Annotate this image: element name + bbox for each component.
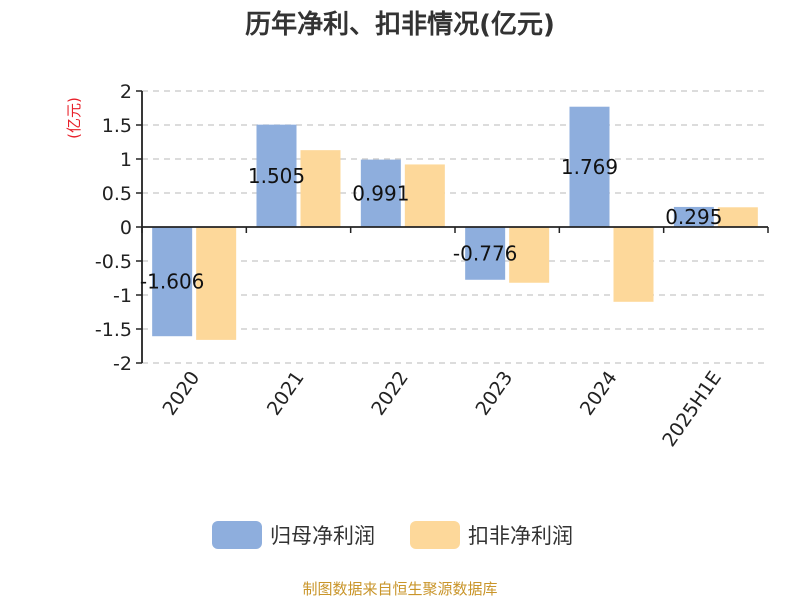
- y-tick-label: 1: [120, 149, 132, 171]
- bar-net-profit: [569, 106, 610, 227]
- y-tick-label: -2: [113, 353, 132, 375]
- data-label: 1.505: [248, 164, 305, 188]
- x-tick-label: 2024: [576, 367, 622, 419]
- x-tick-label: 2023: [472, 367, 518, 419]
- bar-net-profit: [465, 227, 506, 280]
- bar-net-profit: [152, 227, 193, 337]
- y-tick-label: 2: [120, 81, 132, 103]
- data-label: -1.606: [140, 270, 204, 294]
- bars: [152, 106, 758, 340]
- legend-label: 扣非净利润: [468, 524, 573, 548]
- bar-net-profit: [673, 206, 714, 227]
- y-axis-ticks: 2 1.5 1 0.5 0 -0.5 -1 -1.5 -2: [95, 81, 142, 375]
- data-label: 1.769: [561, 155, 618, 179]
- legend-swatch: [410, 521, 460, 549]
- bar-net-profit: [256, 124, 297, 227]
- y-tick-label: 0: [120, 217, 132, 239]
- data-label: -0.776: [453, 241, 517, 265]
- grid-lines: [142, 90, 768, 364]
- data-labels: -1.606 1.505 0.991 -0.776 1.769 0.295: [140, 155, 723, 294]
- bar-deducted-net-profit: [509, 227, 550, 283]
- x-tick-label: 2021: [263, 367, 309, 419]
- y-tick-label: -1.5: [95, 319, 132, 341]
- x-tick-label: 2022: [367, 367, 413, 419]
- data-label: 0.295: [665, 205, 722, 229]
- bar-deducted-net-profit: [717, 207, 758, 227]
- bar-net-profit: [360, 159, 401, 227]
- bar-deducted-net-profit: [613, 227, 654, 302]
- y-axis-unit-label: (亿元): [65, 97, 83, 139]
- y-tick-label: 1.5: [102, 115, 132, 137]
- source-note: 制图数据来自恒生聚源数据库: [302, 580, 497, 598]
- chart-title: 历年净利、扣非情况(亿元): [245, 9, 555, 40]
- legend: 归母净利润 扣非净利润: [212, 521, 573, 549]
- bar-deducted-net-profit: [404, 164, 445, 227]
- x-tick-label: 2025H1E: [658, 367, 726, 451]
- bar-deducted-net-profit: [196, 227, 237, 340]
- y-tick-label: -1: [113, 285, 132, 307]
- y-tick-label: 0.5: [102, 183, 132, 205]
- legend-label: 归母净利润: [270, 524, 375, 548]
- x-tick-label: 2020: [159, 367, 205, 419]
- legend-swatch: [212, 521, 262, 549]
- data-label: 0.991: [352, 181, 409, 205]
- bar-deducted-net-profit: [300, 150, 341, 227]
- x-axis-ticks: 2020 2021 2022 2023 2024 2025H1E: [159, 367, 726, 451]
- y-tick-label: -0.5: [95, 251, 132, 273]
